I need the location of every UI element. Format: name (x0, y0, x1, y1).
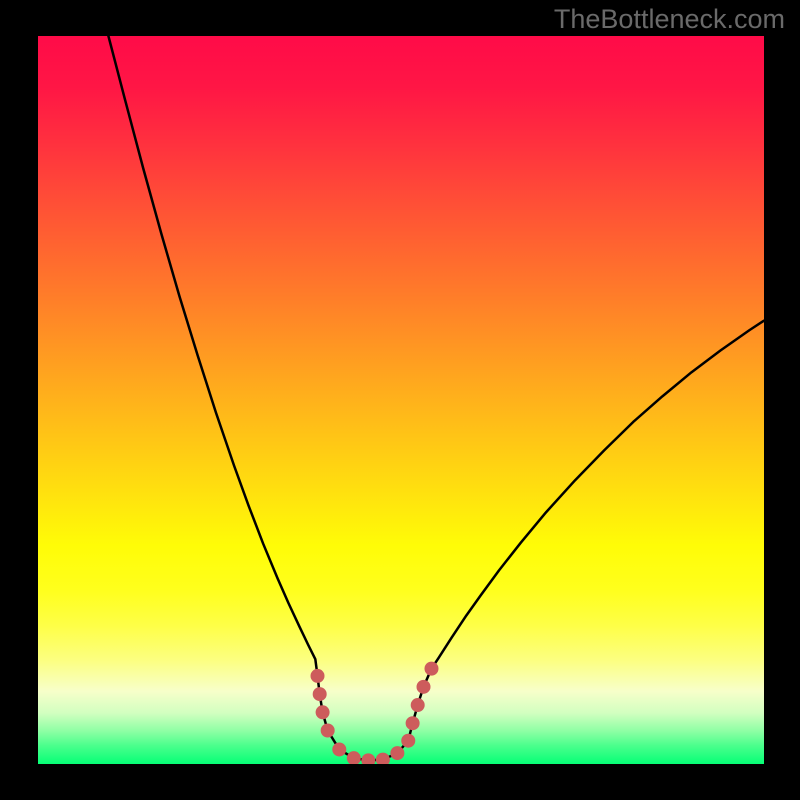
highlight-marker (376, 753, 389, 764)
highlight-marker (333, 743, 346, 756)
highlight-marker (313, 688, 326, 701)
highlight-marker (311, 669, 324, 682)
highlight-marker (417, 680, 430, 693)
highlight-marker (347, 752, 360, 764)
highlight-marker (391, 747, 404, 760)
highlight-marker (411, 699, 424, 712)
highlight-marker (425, 662, 438, 675)
highlight-marker (362, 754, 375, 764)
highlight-marker (402, 734, 415, 747)
highlight-marker (406, 717, 419, 730)
stage: TheBottleneck.com (0, 0, 800, 800)
watermark-text: TheBottleneck.com (554, 4, 785, 35)
highlight-marker (316, 706, 329, 719)
highlight-marker (321, 724, 334, 737)
chart-background (38, 36, 764, 764)
bottleneck-chart (38, 36, 764, 764)
